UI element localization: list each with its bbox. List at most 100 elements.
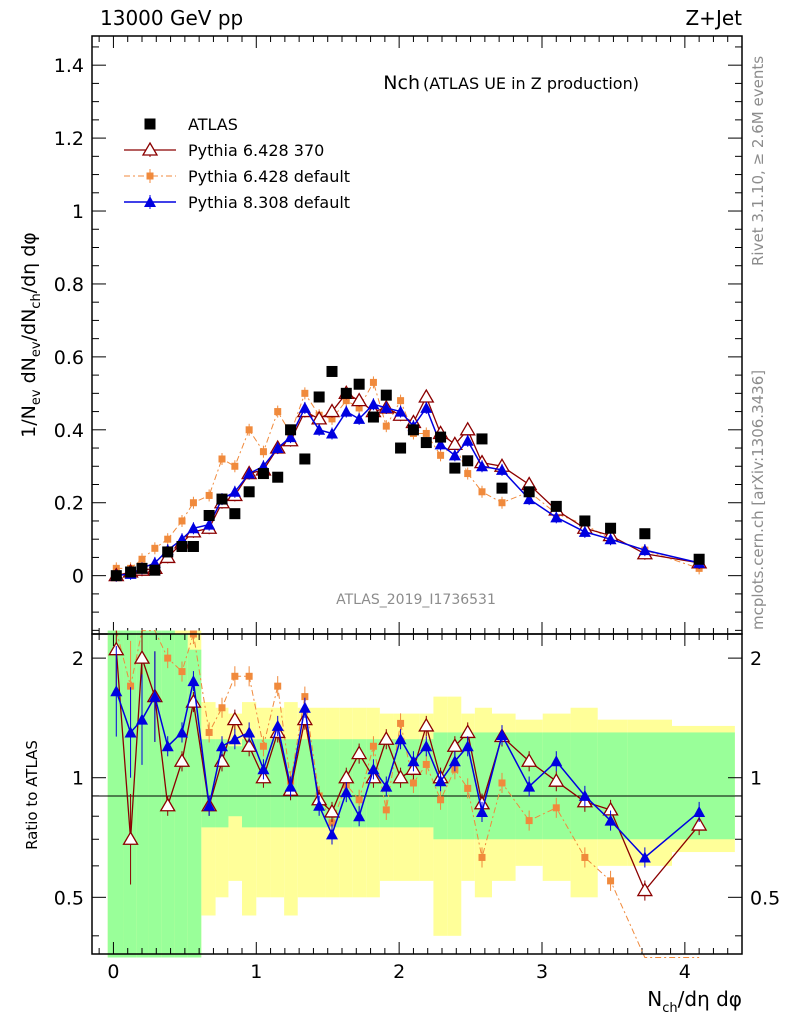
pythia6-default-point bbox=[301, 389, 309, 397]
atlas-point bbox=[136, 562, 148, 574]
pythia6-default-point bbox=[218, 455, 226, 463]
atlas-point bbox=[579, 515, 591, 527]
green-band bbox=[447, 732, 462, 840]
pythia8-point bbox=[353, 810, 366, 822]
green-band bbox=[325, 739, 340, 828]
analysis-label: ATLAS_2019_I1736531 bbox=[336, 592, 496, 608]
pythia8-point bbox=[340, 405, 353, 417]
ratio-y-tick-label: 0.5 bbox=[750, 887, 780, 909]
pythia6-default-point bbox=[205, 491, 213, 499]
atlas-point bbox=[550, 500, 562, 512]
ratio-y-tick-label: 1 bbox=[72, 768, 84, 790]
legend-label: Pythia 6.428 default bbox=[188, 167, 350, 186]
atlas-point bbox=[407, 424, 419, 436]
atlas-point bbox=[435, 431, 447, 443]
atlas-point bbox=[176, 540, 188, 552]
legend-label: Pythia 8.308 default bbox=[188, 193, 350, 212]
pythia6-default-point bbox=[138, 555, 146, 563]
pythia8-point bbox=[313, 423, 326, 435]
x-tick-label: 1 bbox=[250, 961, 262, 983]
pythia6-370-point bbox=[173, 752, 191, 767]
pythia6-default-point bbox=[164, 535, 172, 543]
pythia6-default-point bbox=[369, 742, 377, 750]
pythia6-default-point bbox=[245, 426, 253, 434]
atlas-point bbox=[149, 564, 161, 576]
pythia6-default-point bbox=[328, 819, 336, 827]
pythia8-point bbox=[203, 518, 216, 530]
y-tick-label: 1.4 bbox=[54, 55, 84, 77]
pythia6-370-point bbox=[226, 711, 243, 726]
pythia6-370-point bbox=[122, 830, 139, 845]
pythia6-default-point bbox=[581, 853, 589, 861]
pythia8-point bbox=[298, 401, 311, 413]
atlas-point bbox=[110, 570, 122, 582]
pythia8-point bbox=[228, 485, 241, 497]
ratio-y-tick-label: 1 bbox=[750, 768, 762, 790]
pythia6-default-point bbox=[437, 451, 445, 459]
pythia8-point bbox=[434, 438, 447, 450]
green-band bbox=[672, 732, 735, 840]
atlas-point bbox=[395, 442, 407, 454]
y-tick-label: 0.4 bbox=[54, 420, 84, 442]
pythia8-point bbox=[243, 467, 256, 479]
green-band bbox=[270, 739, 285, 828]
svg-text:1/Nev dNev/dNch/dη dφ: 1/Nev dNev/dNch/dη dφ bbox=[18, 232, 44, 438]
pythia8-point bbox=[604, 814, 617, 826]
y-tick-label: 1 bbox=[72, 201, 84, 223]
pythia6-default-point bbox=[342, 397, 350, 405]
pythia6-default-point bbox=[478, 488, 486, 496]
pythia8-point bbox=[550, 511, 563, 523]
pythia6-370-point bbox=[323, 403, 341, 418]
pythia6-default-point bbox=[146, 172, 154, 180]
legend-label: ATLAS bbox=[188, 115, 238, 134]
pythia8-point bbox=[257, 763, 270, 775]
main-plot: 0 0.2 0.4 0.6 0.8 1 1.2 1.4 Nch (ATLAS UE in Z … bbox=[54, 35, 743, 635]
pythia8-point bbox=[284, 780, 297, 792]
pythia6-370-point bbox=[392, 769, 409, 784]
pythia6-default-point bbox=[355, 404, 363, 412]
pythia8-point bbox=[523, 493, 536, 505]
x-axis-label: Nch/dη dφ bbox=[647, 987, 742, 1016]
pythia6-default-point bbox=[422, 760, 430, 768]
y-tick-label: 0.8 bbox=[54, 274, 84, 296]
ratio-y-tick-label: 0.5 bbox=[54, 887, 84, 909]
pythia6-default-point bbox=[422, 429, 430, 437]
pythia8-point bbox=[144, 196, 156, 207]
pythia8-point bbox=[298, 701, 311, 713]
atlas-point bbox=[523, 486, 535, 498]
atlas-point bbox=[449, 462, 461, 474]
mcplots-label: mcplots.cern.ch [arXiv:1306.3436] bbox=[749, 370, 767, 630]
pythia8-point bbox=[380, 780, 393, 792]
atlas-point bbox=[144, 118, 156, 130]
pythia8-point bbox=[271, 442, 284, 454]
pythia6-370-point bbox=[141, 141, 159, 156]
main-series bbox=[108, 365, 708, 582]
pythia6-default-point bbox=[498, 779, 506, 787]
pythia8-point bbox=[693, 805, 706, 817]
pythia6-default-point bbox=[274, 682, 282, 690]
ratio-y-tick-label: 2 bbox=[72, 648, 84, 670]
pythia8-point bbox=[228, 733, 241, 745]
pythia8-point bbox=[340, 786, 353, 798]
pythia6-default-point bbox=[218, 704, 226, 712]
pythia6-default-point bbox=[274, 408, 282, 416]
pythia8-point bbox=[407, 755, 420, 767]
legend-label: Pythia 6.428 370 bbox=[188, 141, 324, 160]
pythia6-default-point bbox=[437, 796, 445, 804]
pythia8-point bbox=[271, 719, 284, 731]
atlas-point bbox=[125, 566, 137, 578]
ratio-ticks: 0 1 2 3 4 0.5 0.5 1 1 2 2 bbox=[54, 634, 780, 983]
pythia6-default-point bbox=[498, 499, 506, 507]
pythia6-default-point bbox=[259, 448, 267, 456]
y-tick-label: 0 bbox=[72, 566, 84, 588]
pythia6-370-point bbox=[351, 392, 368, 407]
pythia6-default-point bbox=[301, 693, 309, 701]
pythia6-370-point bbox=[521, 752, 538, 767]
atlas-point bbox=[187, 540, 199, 552]
atlas-point bbox=[496, 482, 508, 494]
pythia6-default-point bbox=[355, 796, 363, 804]
pythia6-370-point bbox=[323, 803, 341, 818]
pythia8-point bbox=[284, 431, 297, 443]
pythia8-point bbox=[461, 740, 474, 752]
pythia8-point bbox=[476, 460, 488, 472]
